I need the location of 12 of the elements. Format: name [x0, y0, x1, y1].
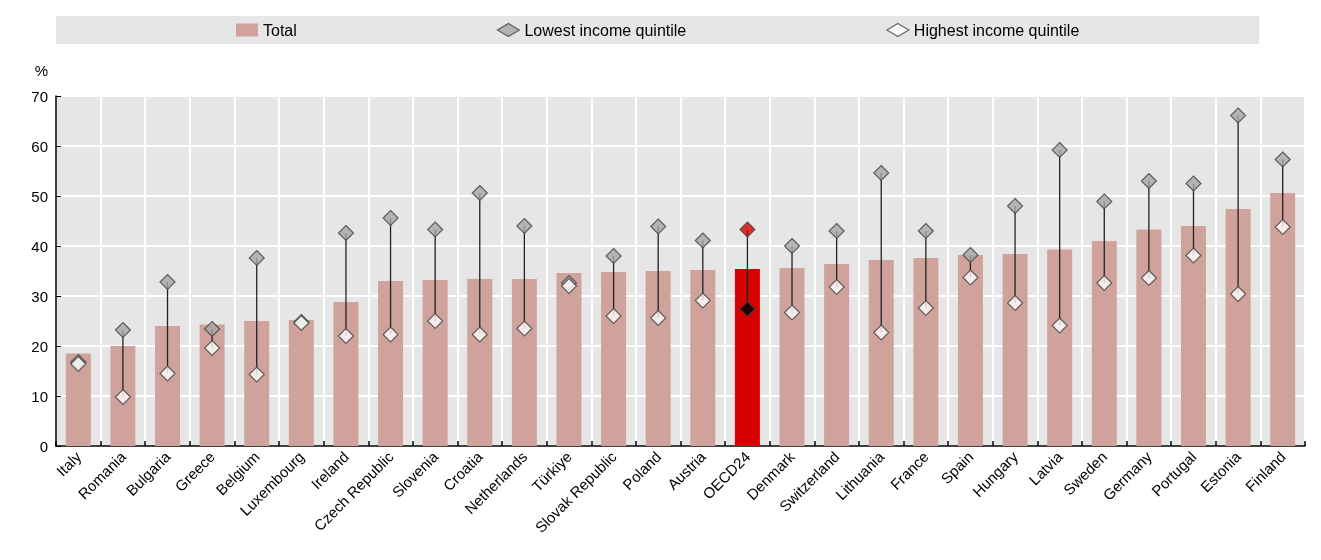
y-axis-title: % [34, 62, 48, 79]
y-tick-label: 40 [31, 237, 48, 255]
y-tick-label: 0 [39, 437, 48, 455]
y-tick-label: 50 [31, 187, 48, 205]
legend-label: Total [263, 21, 297, 39]
y-tick-label: 70 [31, 87, 48, 105]
y-tick-label: 10 [31, 387, 48, 405]
y-tick-label: 60 [31, 137, 48, 155]
legend-label: Highest income quintile [913, 21, 1080, 39]
legend-label: Lowest income quintile [524, 21, 687, 39]
y-tick-label: 20 [31, 337, 48, 355]
y-tick-label: 30 [31, 287, 48, 305]
